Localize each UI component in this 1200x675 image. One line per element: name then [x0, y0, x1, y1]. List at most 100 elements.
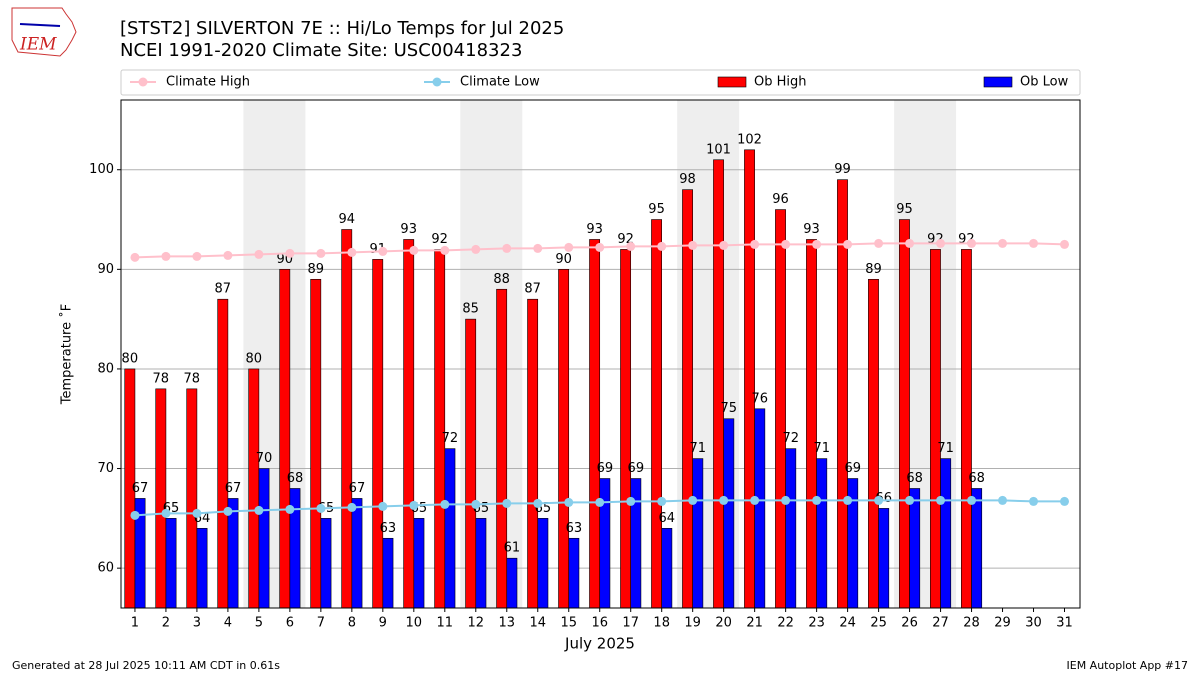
legend-swatch [138, 77, 148, 87]
bar [568, 537, 580, 609]
bar [403, 239, 415, 609]
chart-title: [STST2] SILVERTON 7E :: Hi/Lo Temps for … [120, 18, 564, 39]
x-tick-label: 1 [131, 616, 139, 631]
point [161, 251, 171, 261]
point [254, 249, 264, 259]
point [130, 510, 140, 520]
point [595, 497, 605, 507]
x-tick-label: 17 [622, 616, 639, 631]
bar [806, 239, 817, 609]
point [533, 243, 543, 253]
data-label: 68 [906, 471, 923, 486]
x-axis-label: July 2025 [564, 635, 635, 653]
data-label: 98 [679, 172, 696, 187]
data-label: 61 [504, 541, 521, 556]
data-label: 71 [937, 441, 954, 456]
bar [186, 388, 198, 609]
bar [351, 498, 363, 609]
bar [320, 518, 332, 609]
bar [599, 478, 611, 609]
point [781, 239, 791, 249]
y-axis-label: Temperature ˚F [59, 304, 75, 405]
logo-text: IEM [19, 35, 57, 55]
point [502, 243, 512, 253]
x-tick-label: 10 [406, 616, 423, 631]
data-label: 85 [462, 302, 479, 317]
x-tick-label: 30 [1025, 616, 1042, 631]
data-label: 80 [122, 351, 139, 366]
legend-box [120, 69, 1081, 96]
x-tick-label: 25 [870, 616, 887, 631]
data-label: 95 [648, 202, 665, 217]
data-label: 95 [896, 202, 913, 217]
x-tick-label: 13 [498, 616, 515, 631]
data-label: 80 [245, 351, 262, 366]
x-tick-label: 20 [715, 616, 732, 631]
data-label: 70 [256, 451, 273, 466]
data-label: 93 [586, 222, 603, 237]
point [285, 248, 295, 258]
point [192, 508, 202, 518]
x-tick-label: 7 [317, 616, 325, 631]
bar [310, 278, 322, 609]
x-tick-label: 3 [193, 616, 201, 631]
data-label: 89 [865, 262, 882, 277]
point [440, 499, 450, 509]
point [533, 498, 543, 508]
point [750, 239, 760, 249]
bar [961, 249, 972, 609]
x-tick-label: 29 [994, 616, 1011, 631]
bar [909, 488, 921, 609]
bar [661, 528, 673, 609]
point [564, 242, 574, 252]
x-tick-label: 31 [1056, 616, 1073, 631]
bar [775, 209, 786, 609]
y-tick-label: 80 [97, 361, 114, 376]
plot-frame [120, 99, 1081, 609]
data-label: 96 [772, 192, 789, 207]
data-label: 76 [751, 391, 768, 406]
bar [692, 458, 704, 609]
point [223, 506, 233, 516]
data-label: 78 [153, 371, 170, 386]
data-label: 71 [813, 441, 830, 456]
point [626, 241, 636, 251]
y-tick-label: 60 [97, 561, 114, 576]
point [471, 244, 481, 254]
legend-swatch [983, 76, 1013, 88]
point [843, 495, 853, 505]
legend-label: Climate High [166, 75, 250, 90]
point [812, 495, 822, 505]
point [936, 238, 946, 248]
x-tick-label: 5 [255, 616, 263, 631]
data-label: 87 [215, 282, 232, 297]
point [967, 495, 977, 505]
point [254, 505, 264, 515]
y-tick-label: 90 [97, 262, 114, 277]
legend-swatch [432, 77, 442, 87]
point [347, 247, 357, 257]
point [595, 242, 605, 252]
bar [217, 298, 229, 609]
bar [434, 249, 446, 609]
data-label: 69 [844, 461, 861, 476]
point [719, 240, 729, 250]
bar [971, 488, 983, 609]
x-tick-label: 16 [591, 616, 608, 631]
point [874, 495, 884, 505]
point [905, 495, 915, 505]
x-tick-label: 11 [437, 616, 454, 631]
point [440, 245, 450, 255]
bar [155, 388, 167, 609]
data-label: 67 [225, 481, 242, 496]
bar [382, 537, 394, 609]
data-label: 69 [597, 461, 614, 476]
data-label: 92 [431, 232, 448, 247]
data-label: 72 [782, 431, 799, 446]
point [378, 501, 388, 511]
footer-right: IEM Autoplot App #17 [1067, 659, 1189, 672]
point [998, 495, 1008, 505]
x-tick-label: 23 [808, 616, 825, 631]
legend-label: Ob Low [1020, 75, 1069, 90]
